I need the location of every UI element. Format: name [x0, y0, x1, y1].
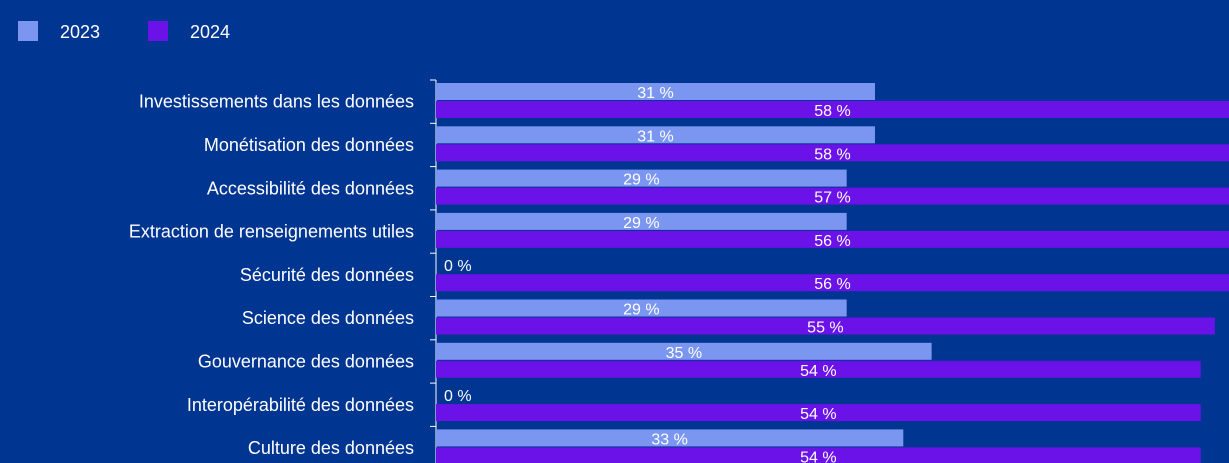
legend-label-2024: 2024 — [190, 22, 230, 42]
value-label-2023: 29 % — [623, 302, 659, 319]
category-label: Investissements dans les données — [139, 92, 414, 112]
bar-2024 — [436, 274, 1229, 292]
category-label: Monétisation des données — [204, 135, 414, 155]
bar-2023 — [436, 212, 847, 230]
value-label-2024: 56 % — [814, 276, 850, 293]
value-label-2024: 54 % — [800, 363, 836, 380]
value-label-2023: 33 % — [651, 431, 687, 448]
bar-2024 — [436, 230, 1229, 248]
value-label-2024: 54 % — [800, 449, 836, 463]
category-label: Science des données — [242, 308, 414, 328]
category-label: Accessibilité des données — [207, 178, 414, 198]
value-label-2023: 29 % — [623, 172, 659, 189]
legend-label-2023: 2023 — [60, 22, 100, 42]
bar-2024 — [436, 404, 1201, 422]
bar-2023 — [436, 83, 875, 100]
bar-2024 — [436, 447, 1201, 463]
value-label-2024: 55 % — [807, 320, 843, 337]
bar-2024 — [436, 360, 1201, 378]
legend: 2023 2024 — [18, 21, 230, 42]
bar-2023 — [436, 169, 847, 187]
value-label-2023: 31 % — [637, 128, 673, 145]
value-label-2023: 35 % — [666, 345, 702, 362]
value-labels: 31 % 58 % 31 % 58 % 29 % 57 % 29 % 56 % 0 % 56 % 2… — [444, 85, 851, 463]
bar-2023 — [436, 299, 847, 317]
bar-2023 — [436, 429, 904, 447]
value-label-2023: 0 % — [444, 388, 472, 405]
category-label: Gouvernance des données — [198, 351, 414, 371]
bar-2023 — [436, 342, 932, 360]
bar-2024 — [436, 144, 1229, 162]
value-label-2023: 0 % — [444, 258, 472, 275]
bar-2024 — [436, 317, 1215, 335]
bar-2024 — [436, 187, 1229, 205]
value-label-2024: 58 % — [814, 103, 850, 120]
category-label: Culture des données — [248, 438, 414, 458]
bar-2023 — [436, 126, 875, 144]
value-label-2024: 58 % — [814, 146, 850, 163]
value-label-2024: 56 % — [814, 233, 850, 250]
bars — [436, 83, 1229, 463]
category-label: Interopérabilité des données — [187, 395, 414, 415]
value-label-2023: 31 % — [637, 85, 673, 102]
value-label-2023: 29 % — [623, 215, 659, 232]
category-label: Extraction de renseignements utiles — [129, 222, 414, 242]
category-labels: Investissements dans les données Monétisa… — [129, 92, 414, 458]
legend-swatch-2024 — [148, 21, 168, 41]
category-axis — [430, 79, 437, 463]
value-label-2024: 57 % — [814, 190, 850, 207]
category-label: Sécurité des données — [240, 265, 414, 285]
bar-2024 — [436, 101, 1229, 118]
legend-swatch-2023 — [18, 21, 38, 41]
value-label-2024: 54 % — [800, 406, 836, 423]
